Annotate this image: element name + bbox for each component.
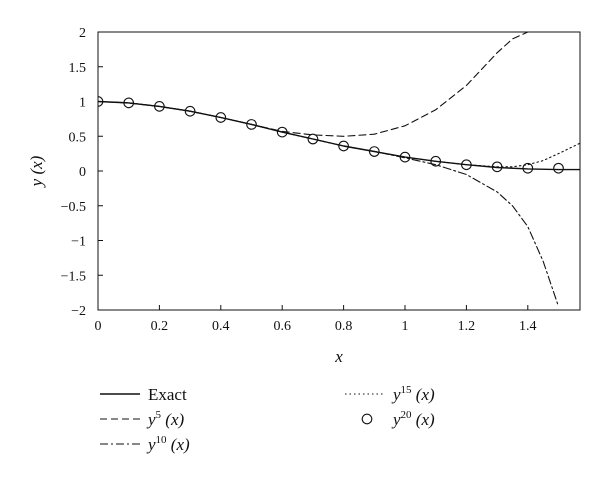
y-tick-label: −1.5: [61, 269, 86, 284]
plot-area: 0 0.2 0.4 0.6 0.8 1 1.2 1.4 2 1.5 1 0.5 0 −0.5 −1 −1.5 −…: [27, 26, 581, 366]
x-tick-label: 0.6: [273, 319, 291, 334]
x-tick-label: 0.8: [335, 319, 353, 334]
y20-marker: [184, 105, 196, 117]
legend-label-sup: 20: [401, 409, 413, 421]
legend-label-arg: (x): [161, 410, 184, 429]
legend-label-arg: (x): [412, 410, 435, 429]
axes-frame: [97, 31, 581, 311]
y-tick-label: 0: [79, 165, 86, 180]
y-tick-label: 1.5: [69, 61, 87, 76]
legend-label-base: y: [391, 410, 401, 429]
y-tick-label: −0.5: [61, 200, 86, 215]
y20-marker: [154, 101, 165, 112]
legend-item-y20: y20 (x): [361, 409, 435, 429]
legend-label-arg: (x): [167, 435, 190, 454]
y20-marker: [430, 155, 442, 167]
legend-swatch: [361, 413, 373, 425]
y20-marker: [123, 97, 135, 109]
legend-label: y5 (x): [146, 409, 185, 429]
series-group: [98, 32, 580, 308]
y-axis-label: y (x): [27, 155, 46, 188]
y-tick-label: 1: [79, 96, 86, 111]
y20-marker: [276, 126, 288, 138]
x-tick-label: 0.4: [212, 319, 230, 334]
legend-label-sup: 15: [401, 384, 413, 396]
legend-label-arg: (x): [412, 385, 435, 404]
y10-line: [98, 100, 560, 308]
y20-marker: [246, 119, 257, 130]
y-tick-label: 2: [79, 26, 86, 41]
y20-marker: [98, 96, 104, 107]
x-tick-label: 1.2: [458, 319, 476, 334]
y20-marker: [338, 140, 349, 152]
y5-line: [98, 32, 529, 137]
y20-marker: [461, 159, 472, 171]
legend-item-exact: Exact: [100, 385, 187, 404]
y-tick-label: 0.5: [69, 130, 87, 145]
legend-label-base: y: [146, 435, 156, 454]
legend-label-base: y: [391, 385, 401, 404]
legend-item-y15: y15 (x): [345, 384, 435, 404]
y20-marker: [399, 151, 411, 163]
y20-marker: [553, 162, 564, 174]
y-tick-label: −2: [71, 304, 86, 319]
x-tick-label: 0: [95, 319, 102, 334]
legend-label: y20 (x): [391, 409, 435, 429]
y20-marker: [491, 161, 503, 173]
y20-marker: [307, 133, 319, 145]
x-tick-label: 1.4: [519, 319, 537, 334]
legend-label-base: y: [146, 410, 156, 429]
legend-item-y5: y5 (x): [100, 409, 185, 429]
y20-marker: [522, 162, 534, 174]
legend-label-sup: 10: [156, 434, 168, 446]
legend-label: y10 (x): [146, 434, 190, 454]
x-tick-label: 0.2: [151, 319, 169, 334]
x-tick-label: 1: [402, 319, 409, 334]
y20-marker: [368, 146, 380, 157]
y20-marker: [215, 112, 227, 123]
legend-item-y10: y10 (x): [100, 434, 190, 454]
y15-line: [98, 100, 580, 168]
legend-label: y15 (x): [391, 384, 435, 404]
legend-label-sup: 5: [156, 409, 162, 421]
x-axis-label: x: [334, 347, 343, 366]
y-tick-label: −1: [71, 235, 86, 250]
legend-label: Exact: [148, 385, 187, 404]
